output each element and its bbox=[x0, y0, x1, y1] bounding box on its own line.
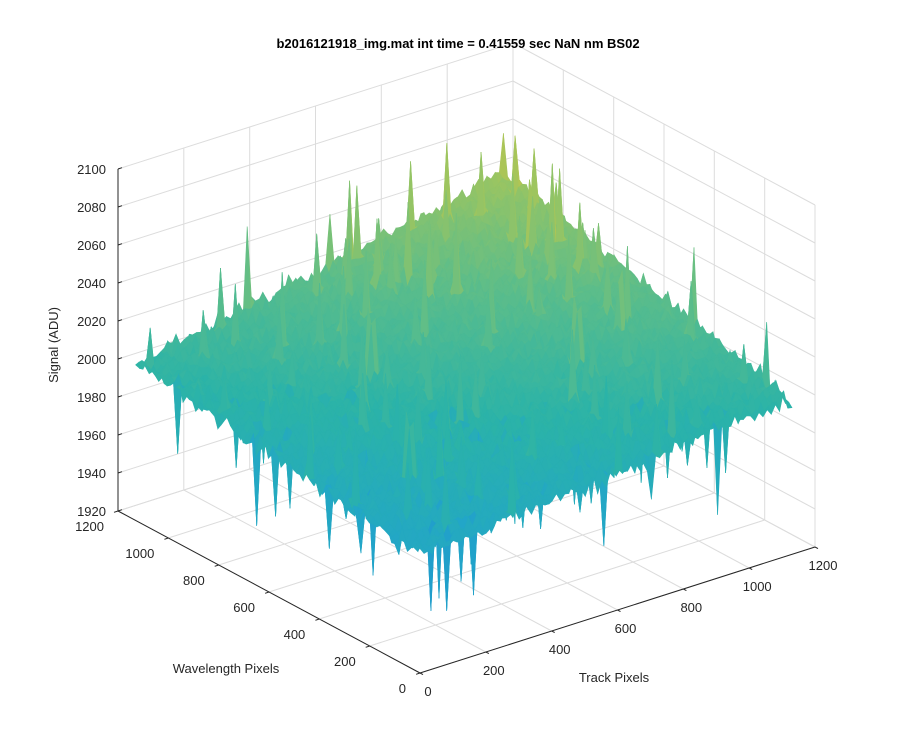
sidewall-grid-z bbox=[512, 156, 816, 320]
sidewall-grid-z bbox=[512, 118, 816, 282]
floor-grid-y bbox=[369, 519, 765, 647]
backwall-grid-z bbox=[117, 80, 514, 208]
floor-grid-y bbox=[319, 492, 715, 620]
surface-mesh bbox=[135, 133, 793, 611]
backwall-grid-z bbox=[117, 42, 514, 170]
sidewall-grid-z bbox=[512, 42, 816, 206]
backwall-grid-z bbox=[117, 118, 514, 246]
sidewall-grid-z bbox=[512, 80, 816, 244]
